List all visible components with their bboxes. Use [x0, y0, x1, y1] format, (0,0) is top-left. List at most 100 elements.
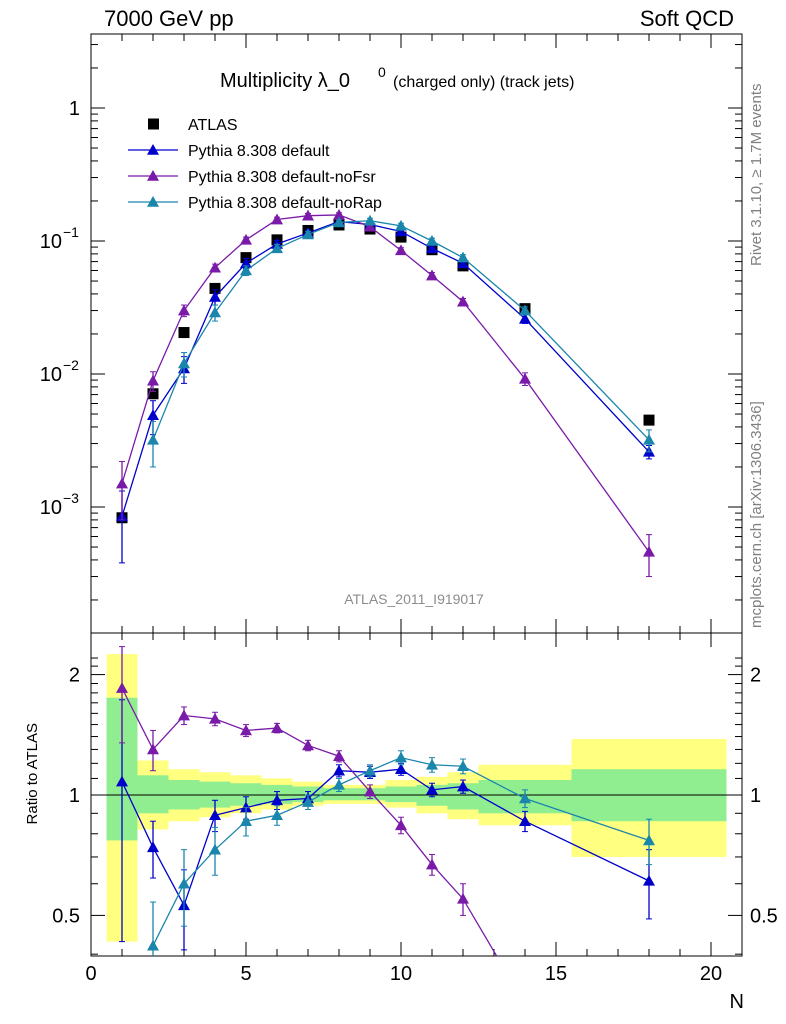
ratio-point: [333, 750, 345, 762]
ratio-point: [116, 775, 128, 787]
ratio-point: [643, 834, 655, 846]
data-point: [643, 433, 655, 445]
y-tick-label: 10 −3: [40, 490, 79, 519]
legend-marker: [147, 170, 159, 181]
data-point: [271, 213, 283, 225]
legend-label: Pythia 8.308 default-noRap: [188, 195, 382, 212]
data-point: [209, 306, 221, 318]
data-point: [395, 219, 407, 231]
data-point: [426, 242, 438, 254]
data-point: [395, 231, 407, 243]
ratio-point: [364, 764, 376, 776]
series-pythia-8-308-default: [116, 215, 655, 564]
y-tick-exponent: −1: [63, 224, 79, 240]
ratio-point: [519, 998, 531, 1009]
data-point: [178, 304, 190, 316]
ratio-pythia-8-308-default-nofsr: [116, 646, 531, 1009]
ratio-point: [643, 874, 655, 886]
ratio-point: [209, 809, 221, 821]
ratio-point: [178, 709, 190, 721]
data-point: [333, 216, 345, 228]
data-point: [364, 214, 376, 226]
ratio-point: [271, 794, 283, 806]
uncertainty-band-inner: [137, 775, 169, 814]
legend-entry: Pythia 8.308 default: [128, 143, 330, 160]
ratio-point: [147, 939, 159, 951]
series-line: [121, 214, 650, 553]
legend-label: Pythia 8.308 default-noFsr: [188, 169, 376, 186]
ratio-point: [519, 792, 531, 804]
ratio-point: [364, 785, 376, 797]
ratio-pythia-8-308-default-norap: [147, 750, 655, 956]
data-point: [395, 225, 407, 237]
data-point: [147, 374, 159, 386]
ratio-point: [147, 743, 159, 755]
data-point: [302, 209, 314, 221]
analysis-label: ATLAS_2011_I919017: [344, 591, 484, 607]
ratio-y-tick-label: 0.5: [750, 905, 778, 927]
ratio-point: [116, 682, 128, 693]
y-tick-label: 1: [69, 98, 80, 120]
y-tick-label: 10 −1: [40, 224, 79, 253]
data-point: [302, 228, 314, 240]
data-point: [364, 220, 376, 232]
legend-label: ATLAS: [188, 117, 238, 134]
ratio-point: [426, 858, 438, 870]
ratio-point: [457, 780, 469, 792]
ratio-y-tick-label: 2: [750, 665, 761, 687]
x-tick-label: 20: [700, 963, 722, 985]
data-point: [240, 264, 252, 276]
energy-label: 7000 GeV pp: [104, 6, 234, 31]
series-pythia-8-308-default-nofsr: [116, 208, 655, 578]
ratio-point: [240, 724, 252, 736]
data-point: [426, 269, 438, 281]
ratio-y-tick-label: 2: [69, 665, 80, 687]
ratio-point: [240, 815, 252, 827]
ratio-line: [121, 768, 650, 907]
data-point: [643, 545, 655, 557]
x-tick-label: 10: [390, 963, 412, 985]
ratio-point: [457, 892, 469, 904]
data-point: [209, 282, 221, 294]
ratio-point: [395, 751, 407, 763]
legend-marker: [148, 118, 159, 130]
y-tick-exponent: −2: [63, 357, 79, 373]
data-point: [209, 261, 221, 273]
y-tick-base: 10: [40, 231, 62, 253]
x-axis-label: N: [730, 991, 744, 1013]
legend-marker: [147, 196, 159, 207]
series-line: [121, 220, 650, 517]
x-tick-label: 5: [240, 963, 251, 985]
ratio-series-group: [116, 646, 655, 1009]
legend-label: Pythia 8.308 default: [188, 143, 330, 160]
ratio-point: [178, 877, 190, 889]
ratio-y-tick-label: 0.5: [52, 905, 80, 927]
ratio-point: [457, 760, 469, 772]
data-point: [240, 257, 252, 269]
ratio-point: [519, 815, 531, 827]
category-label: Soft QCD: [639, 6, 734, 31]
ratio-point: [271, 722, 283, 733]
ratio-point: [333, 764, 345, 776]
ratio-point: [209, 843, 221, 855]
ratio-point: [333, 778, 345, 790]
data-point: [457, 251, 469, 263]
ratio-y-tick-label: 1: [750, 785, 761, 807]
ratio-point: [271, 809, 283, 821]
data-point: [643, 414, 655, 426]
legend-entry: ATLAS: [148, 117, 238, 134]
y-axis-label: Ratio to ATLAS: [24, 723, 41, 824]
ratio-point: [426, 783, 438, 795]
data-point: [147, 388, 159, 400]
data-point: [116, 477, 128, 489]
legend-entry: Pythia 8.308 default-noRap: [128, 195, 382, 212]
data-point: [426, 235, 438, 246]
x-tick-label: 0: [85, 963, 96, 985]
series-pythia-8-308-default-norap: [147, 214, 655, 468]
data-point: [457, 295, 469, 307]
chart-title-superscript: 0: [378, 64, 386, 80]
ratio-point: [209, 712, 221, 724]
ratio-point: [147, 841, 159, 853]
ratio-point: [302, 739, 314, 751]
